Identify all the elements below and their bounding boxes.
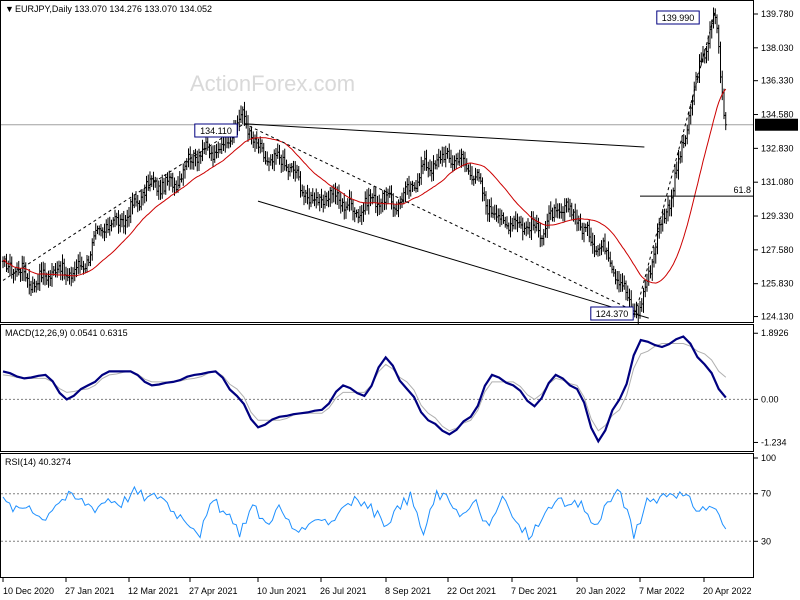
- price-panel: [0, 0, 754, 323]
- price-header: EURJPY,Daily 133.070 134.276 133.070 134…: [15, 4, 212, 14]
- watermark: ActionForex.com: [190, 71, 355, 96]
- price-axis-label: 136.330: [761, 76, 794, 86]
- trend-line: [244, 123, 645, 148]
- price-axis-label: 131.080: [761, 177, 794, 187]
- price-axis-label: 124.130: [761, 312, 794, 322]
- fib-level-label: 61.8: [733, 185, 751, 195]
- time-axis-label: 26 Jul 2021: [320, 586, 367, 596]
- rsi-header: RSI(14) 40.3274: [5, 457, 71, 467]
- macd-axis-label: 1.8926: [761, 328, 789, 338]
- price-bar: [724, 112, 727, 131]
- peak-label: 139.990: [662, 13, 695, 23]
- price-axis-label: 127.580: [761, 245, 794, 255]
- time-axis-label: 27 Jan 2021: [65, 586, 115, 596]
- time-axis-label: 10 Dec 2020: [3, 586, 54, 596]
- last-price-label: 134.052: [758, 120, 791, 130]
- time-axis-label: 20 Apr 2022: [703, 586, 752, 596]
- time-axis-label: 8 Sep 2021: [385, 586, 431, 596]
- rsi-line: [2, 485, 727, 541]
- macd-panel: [0, 324, 754, 452]
- price-axis-label: 129.330: [761, 211, 794, 221]
- price-axis-label: 132.830: [761, 143, 794, 153]
- time-axis-label: 7 Mar 2022: [639, 586, 685, 596]
- axes: 139.780 138.030 136.330 134.580 132.830 131.0…: [2, 9, 798, 596]
- trend-line: [257, 200, 649, 319]
- rsi-axis-label: 100: [761, 453, 776, 463]
- grid-lines: [1, 124, 753, 542]
- time-axis-label: 22 Oct 2021: [447, 586, 496, 596]
- price-axis-label: 138.030: [761, 43, 794, 53]
- last-price-box: [755, 118, 798, 131]
- price-axis-label: 139.780: [761, 9, 794, 19]
- low-label-box: [590, 306, 634, 321]
- price-axis-label: 125.830: [761, 279, 794, 289]
- macd-axis-label: -1.234: [761, 437, 787, 447]
- swing-dashed-line: [635, 9, 717, 313]
- low-label: 124.370: [596, 309, 629, 319]
- moving-average-line: [2, 88, 727, 284]
- macd-axis-label: 0.00: [761, 394, 779, 404]
- price-bars: [1, 7, 727, 325]
- macd-header: MACD(12,26,9) 0.0541 0.6315: [5, 328, 128, 338]
- series-lines: [2, 88, 727, 541]
- price-axis-label: 134.580: [761, 110, 794, 120]
- time-axis-label: 7 Dec 2021: [511, 586, 557, 596]
- high-label: 134.110: [200, 126, 232, 136]
- high-label-box: [194, 123, 238, 138]
- time-axis-label: 20 Jan 2022: [576, 586, 626, 596]
- time-axis-label: 12 Mar 2021: [128, 586, 179, 596]
- swing-dashed-line: [243, 123, 637, 313]
- arrow-down-icon: ▼: [5, 4, 14, 14]
- peak-label-box: [656, 10, 700, 25]
- time-axis-label: 10 Jun 2021: [257, 586, 307, 596]
- rsi-axis-label: 70: [761, 489, 771, 499]
- annotations: 61.8 134.110 139.990 124.370: [2, 9, 753, 321]
- time-axis-label: 27 Apr 2021: [189, 586, 238, 596]
- macd-main-line: [2, 335, 727, 444]
- rsi-axis-label: 30: [761, 536, 771, 546]
- rsi-panel: [0, 453, 754, 578]
